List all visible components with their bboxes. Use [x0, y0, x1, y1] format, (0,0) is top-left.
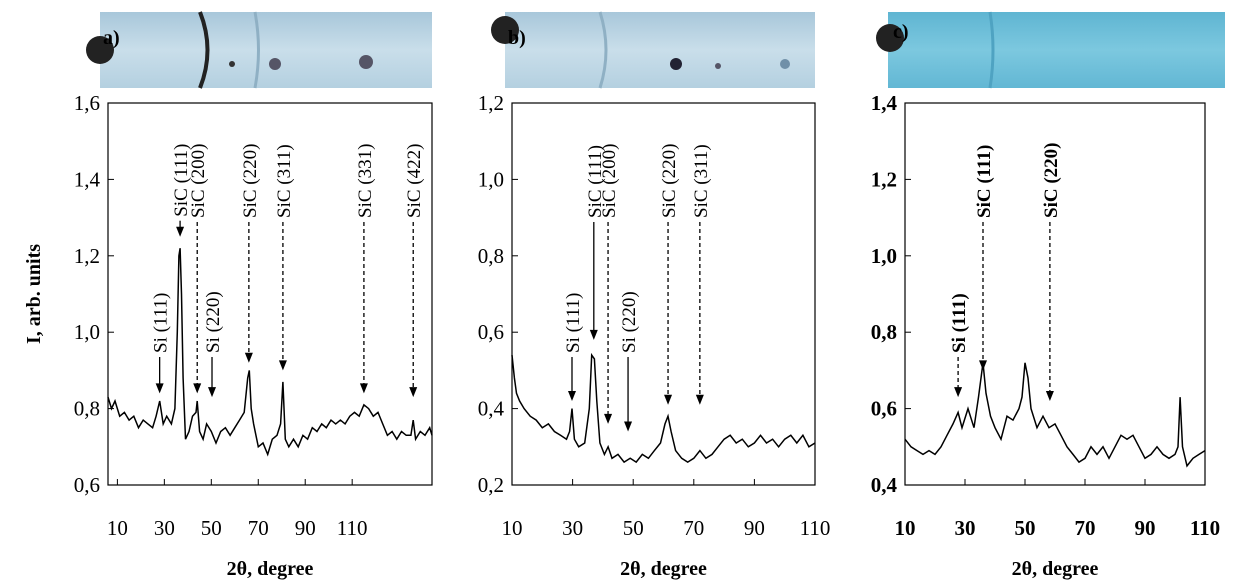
- y-tick-label: 1,2: [871, 167, 897, 191]
- x-tick-label: 30: [562, 516, 583, 540]
- annotation-arrowhead: [567, 390, 576, 401]
- annotation-label: SiC (220): [240, 144, 261, 218]
- annotation-arrowhead: [954, 387, 963, 398]
- y-tick-label: 0,4: [871, 473, 898, 497]
- annotation-label: Si (220): [203, 291, 224, 353]
- photo-b: [491, 11, 815, 89]
- x-tick-label: 110: [800, 516, 831, 540]
- y-tick-label: 0,6: [871, 397, 897, 421]
- x-tick-label: 90: [1135, 516, 1156, 540]
- y-tick-label: 0,8: [74, 397, 100, 421]
- y-tick-label: 1,4: [74, 167, 101, 191]
- annotation-arrowhead: [244, 352, 253, 363]
- y-axis-label: I, arb. units: [23, 244, 45, 344]
- x-tick-label: 10: [502, 516, 523, 540]
- x-tick-label: 70: [683, 516, 704, 540]
- annotation-label: Si (111): [151, 293, 172, 353]
- annotation-arrowhead: [589, 329, 598, 340]
- x-tick-label: 30: [154, 516, 175, 540]
- x-tick-label: 50: [201, 516, 222, 540]
- annotation-label: SiC (200): [188, 144, 209, 218]
- annotation-label: SiC (311): [691, 144, 712, 218]
- annotation-label: Si (220): [619, 291, 640, 353]
- annotation-arrowhead: [278, 360, 287, 371]
- data-line: [107, 248, 433, 457]
- annotation-arrowhead: [193, 383, 202, 394]
- annotation-arrowhead: [624, 421, 633, 432]
- photo-a: [86, 11, 432, 89]
- photo-c: [876, 11, 1225, 89]
- annotation-arrowhead: [409, 387, 418, 398]
- annotation-arrowhead: [979, 360, 987, 371]
- annotation-arrowhead: [1045, 390, 1054, 401]
- x-axis-label: 2θ, degree: [1012, 558, 1099, 580]
- y-tick-label: 0,4: [478, 397, 505, 421]
- annotation-label: SiC (200): [599, 144, 620, 218]
- annotation-label: SiC (111): [171, 144, 192, 217]
- y-tick-label: 1,0: [74, 320, 100, 344]
- annotation-label: Si (111): [563, 293, 584, 353]
- x-tick-label: 70: [1075, 516, 1096, 540]
- annotation-arrowhead: [604, 413, 613, 424]
- x-tick-label: 110: [1190, 516, 1220, 540]
- x-tick-label: 110: [337, 516, 368, 540]
- annotation-label: SiC (331): [355, 144, 376, 218]
- data-line: [904, 362, 1206, 468]
- annotation-label: SiC (311): [274, 144, 295, 218]
- x-tick-label: 70: [248, 516, 269, 540]
- plot-frame: [511, 102, 816, 486]
- annotation-label: SiC (111): [974, 145, 995, 218]
- x-tick-label: 10: [895, 516, 916, 540]
- panel-label: a): [103, 27, 120, 49]
- y-tick-label: 0,8: [871, 320, 897, 344]
- plot-frame: [904, 102, 1206, 486]
- panel-label: c): [893, 21, 909, 43]
- annotation-arrowhead: [155, 383, 164, 394]
- annotation-label: SiC (111): [585, 145, 606, 218]
- x-tick-label: 50: [1015, 516, 1036, 540]
- y-tick-label: 1,2: [478, 91, 504, 115]
- annotation-label: SiC (220): [1041, 143, 1062, 218]
- annotation-label: Si (111): [949, 293, 970, 353]
- annotation-label: SiC (220): [659, 144, 680, 218]
- annotation-arrowhead: [176, 226, 185, 237]
- plot-frame: [107, 102, 433, 486]
- y-tick-label: 1,0: [871, 244, 897, 268]
- y-tick-label: 1,4: [871, 91, 898, 115]
- y-tick-label: 0,6: [478, 320, 504, 344]
- x-tick-label: 10: [107, 516, 128, 540]
- y-tick-label: 0,8: [478, 244, 504, 268]
- panel-label: b): [508, 27, 526, 49]
- annotation-arrowhead: [664, 394, 673, 405]
- annotation-arrowhead: [695, 394, 704, 405]
- annotation-arrowhead: [359, 383, 368, 394]
- x-tick-label: 30: [955, 516, 976, 540]
- y-tick-label: 0,2: [478, 473, 504, 497]
- y-tick-label: 1,2: [74, 244, 100, 268]
- y-tick-label: 0,6: [74, 473, 100, 497]
- annotation-label: SiC (422): [404, 144, 425, 218]
- y-tick-label: 1,0: [478, 167, 504, 191]
- x-tick-label: 90: [295, 516, 316, 540]
- x-axis-label: 2θ, degree: [227, 558, 314, 580]
- x-tick-label: 50: [623, 516, 644, 540]
- annotation-arrowhead: [208, 387, 217, 398]
- y-tick-label: 1,6: [74, 91, 100, 115]
- x-axis-label: 2θ, degree: [620, 558, 707, 580]
- data-line: [511, 352, 816, 464]
- x-tick-label: 90: [744, 516, 765, 540]
